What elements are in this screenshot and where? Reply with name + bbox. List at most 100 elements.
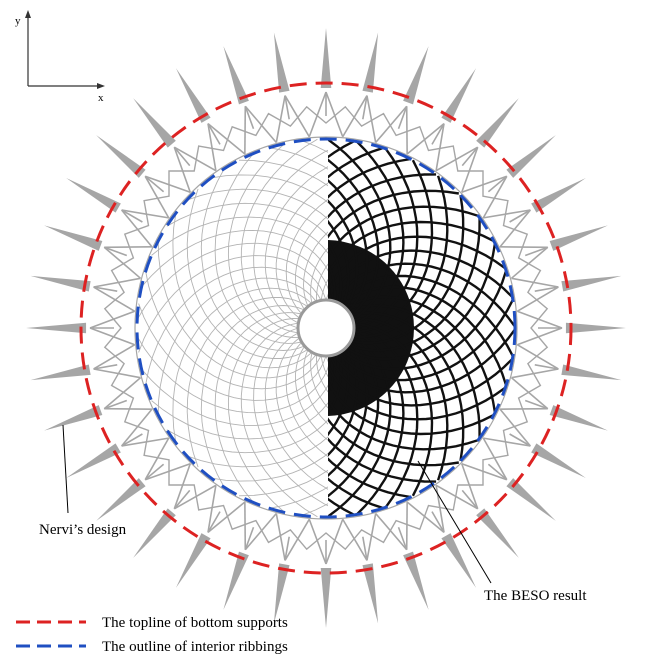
- support-brace: [244, 526, 255, 551]
- support-brace: [121, 209, 153, 248]
- legend-label-topline: The topline of bottom supports: [102, 615, 288, 631]
- support-brace: [509, 209, 531, 223]
- support-brace: [362, 536, 368, 561]
- support-brace: [103, 246, 142, 279]
- bottom-supports: [26, 28, 626, 628]
- beso-rib: [328, 146, 384, 179]
- support-brace: [89, 310, 136, 329]
- support-brace: [308, 91, 327, 138]
- support-leg: [273, 32, 290, 93]
- support-brace: [482, 175, 508, 219]
- nervi-rib: [285, 198, 328, 315]
- support-brace: [144, 175, 191, 193]
- support-brace: [173, 146, 191, 167]
- support-brace: [524, 246, 549, 257]
- support-leg: [362, 32, 379, 93]
- support-brace: [275, 513, 286, 561]
- beso-rib: [235, 328, 298, 507]
- support-brace: [431, 123, 445, 145]
- support-brace: [516, 310, 563, 329]
- nervi-design-label: Nervi’s design: [39, 522, 127, 538]
- support-brace: [461, 175, 508, 193]
- support-brace: [284, 518, 310, 561]
- support-brace: [325, 518, 344, 565]
- nervi-rib: [151, 216, 328, 256]
- support-brace: [93, 344, 136, 370]
- support-brace: [144, 175, 170, 219]
- beso-rib: [328, 477, 384, 510]
- nervi-rib: [227, 143, 300, 339]
- support-brace: [375, 512, 408, 551]
- nervi-rib: [238, 469, 328, 497]
- support-brace: [93, 286, 136, 312]
- support-brace: [93, 277, 141, 288]
- support-leg: [441, 68, 476, 123]
- support-brace: [435, 123, 445, 171]
- support-leg: [549, 405, 608, 431]
- nervi-rib: [145, 266, 322, 385]
- nervi-rib: [138, 303, 327, 401]
- beso-rib: [328, 457, 411, 499]
- beso-rib: [328, 377, 495, 436]
- support-leg: [44, 405, 103, 431]
- beso-rib: [328, 173, 437, 219]
- support-leg: [320, 28, 332, 89]
- beso-rib: [147, 356, 326, 419]
- support-brace: [461, 463, 479, 510]
- nervi-design-ribs: [136, 138, 328, 518]
- support-brace: [173, 484, 217, 510]
- support-leg: [44, 225, 103, 251]
- support-brace: [406, 501, 445, 533]
- support-brace: [144, 463, 191, 481]
- nervi-rib: [310, 352, 328, 409]
- support-brace: [173, 463, 191, 510]
- y-axis-label: y: [15, 15, 21, 27]
- beso-rib: [328, 219, 350, 306]
- support-brace: [93, 286, 118, 292]
- support-leg: [96, 135, 146, 178]
- coordinate-axes: y x: [15, 10, 105, 104]
- support-brace: [435, 484, 479, 510]
- support-brace: [510, 246, 549, 279]
- nervi-rib: [211, 452, 328, 482]
- legend: The topline of bottom supports The outli…: [16, 615, 288, 655]
- support-leg: [26, 322, 87, 334]
- nervi-callout-line: [62, 424, 69, 514]
- support-brace: [207, 123, 217, 171]
- support-brace: [397, 526, 408, 551]
- support-brace: [103, 399, 128, 410]
- nervi-rib: [157, 240, 317, 379]
- support-leg: [403, 46, 429, 105]
- support-brace: [342, 518, 368, 561]
- support-brace: [482, 437, 508, 481]
- support-brace: [207, 511, 221, 533]
- nervi-rib: [253, 327, 328, 507]
- support-brace: [308, 518, 327, 565]
- y-axis-arrowhead: [25, 10, 31, 18]
- support-brace: [207, 123, 246, 155]
- nervi-rib: [166, 419, 328, 454]
- support-brace: [483, 209, 531, 219]
- x-axis-label: x: [98, 92, 104, 104]
- support-brace: [207, 485, 217, 533]
- support-brace: [511, 368, 559, 379]
- support-brace: [244, 512, 277, 551]
- support-brace: [534, 286, 559, 292]
- support-brace: [516, 327, 563, 346]
- support-brace: [144, 463, 165, 481]
- support-brace: [207, 501, 246, 533]
- support-leg: [66, 443, 121, 478]
- nervi-rib: [275, 337, 328, 474]
- support-brace: [144, 437, 170, 481]
- support-leg: [133, 508, 176, 558]
- nervi-rib: [295, 215, 328, 311]
- support-brace: [461, 146, 479, 167]
- support-brace: [461, 463, 508, 481]
- support-brace: [511, 277, 559, 288]
- support-brace: [366, 513, 377, 561]
- support-leg: [133, 98, 176, 148]
- support-leg: [30, 275, 91, 292]
- nervi-rib: [172, 287, 313, 443]
- support-brace: [499, 408, 531, 447]
- support-brace: [362, 95, 368, 120]
